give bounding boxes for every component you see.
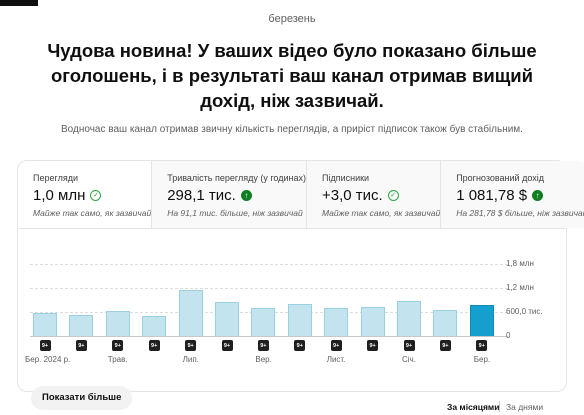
arrow-up-icon: ↑	[240, 190, 252, 201]
uploads-count-badge[interactable]: 9+	[476, 340, 488, 351]
uploads-count-badge[interactable]: 9+	[367, 340, 379, 351]
metrics-row: Перегляди 1,0 млн ✓ Майже так само, як з…	[18, 161, 584, 229]
uploads-count-badge[interactable]: 9+	[330, 340, 342, 351]
uploads-count-badge[interactable]: 9+	[185, 340, 197, 351]
x-tick-label: Лип.	[182, 355, 199, 364]
metric-note: Майже так само, як зазвичай	[33, 208, 152, 218]
uploads-count-badge[interactable]: 9+	[403, 340, 415, 351]
views-bar-chart: 1,8 млн 1,2 млн 600,0 тис. 0 9+ 9+ 9+ 9+ 9+ 9+ 9+ 9…	[18, 229, 566, 364]
period-label: березень	[268, 13, 316, 25]
uploads-count-badge[interactable]: 9+	[39, 340, 51, 351]
chart-gridline	[30, 336, 508, 337]
metric-value: 298,1 тис.	[167, 187, 236, 204]
metric-watch-time[interactable]: Тривалість перегляду (у годинах) 298,1 т…	[152, 161, 307, 228]
chart-bar[interactable]	[433, 309, 458, 336]
metric-value: 1 081,78 $	[456, 187, 528, 204]
x-tick-label: Лист.	[326, 355, 346, 364]
chart-bar[interactable]	[215, 302, 239, 336]
uploads-count-badge[interactable]: 9+	[294, 340, 306, 351]
performance-card: Перегляди 1,0 млн ✓ Майже так само, як з…	[17, 160, 584, 392]
chart-bar[interactable]	[324, 308, 349, 336]
headline: Чудова новина! У ваших відео було показа…	[47, 40, 537, 111]
uploads-count-badge[interactable]: 9+	[148, 340, 160, 351]
metric-label: Тривалість перегляду (у годинах)	[167, 173, 306, 183]
subline: Водночас ваш канал отримав звичну кількі…	[61, 124, 523, 135]
check-circle-icon: ✓	[90, 190, 102, 201]
chart-gridline	[30, 288, 508, 289]
toggle-by-months[interactable]: За місяцями	[447, 402, 500, 412]
x-tick-label: Бер.	[473, 355, 491, 364]
metric-revenue[interactable]: Прогнозований дохід 1 081,78 $ ↑ На 281,…	[441, 161, 584, 228]
chart-bar[interactable]	[287, 303, 312, 336]
chart-bar[interactable]	[397, 300, 421, 336]
toggle-by-days[interactable]: За днями	[506, 402, 544, 412]
y-tick-label: 1,2 млн	[506, 283, 534, 292]
y-tick-label: 600,0 тис.	[506, 307, 543, 316]
metric-note: На 91,1 тис. більше, ніж зазвичай	[167, 208, 303, 218]
chart-bar[interactable]	[142, 316, 167, 336]
arrow-up-icon: ↑	[532, 190, 544, 201]
uploads-count-badge[interactable]: 9+	[257, 340, 269, 351]
metric-note: Майже так само, як зазвичай	[321, 208, 441, 218]
x-tick-label: Січ.	[402, 355, 416, 364]
uploads-count-badge[interactable]: 9+	[75, 340, 87, 351]
chart-bar[interactable]	[69, 315, 94, 336]
top-corner-block	[0, 0, 38, 6]
x-tick-label: Вер.	[255, 355, 272, 364]
metric-note: На 281,78 $ більше, ніж зазвичай	[456, 208, 584, 218]
chart-bar[interactable]	[251, 308, 276, 336]
toggle-divider	[499, 401, 500, 412]
metric-label: Перегляди	[33, 173, 78, 183]
metric-value: 1,0 млн	[33, 187, 86, 204]
uploads-count-badge[interactable]: 9+	[112, 340, 124, 351]
x-tick-label: Трав.	[107, 355, 128, 364]
metric-label: Підписники	[321, 173, 370, 183]
chart-bar[interactable]	[360, 307, 385, 336]
chart-bar[interactable]	[469, 304, 494, 336]
uploads-count-badge[interactable]: 9+	[221, 340, 233, 351]
metric-views[interactable]: Перегляди 1,0 млн ✓ Майже так само, як з…	[18, 161, 153, 228]
metric-subscribers[interactable]: Підписники +3,0 тис. ✓ Майже так само, я…	[306, 161, 442, 228]
show-more-button[interactable]: Показати більше	[31, 386, 133, 410]
chart-gridline	[30, 264, 508, 265]
chart-bar[interactable]	[33, 312, 57, 336]
y-tick-label: 1,8 млн	[506, 259, 534, 268]
metric-label: Прогнозований дохід	[456, 173, 544, 183]
y-tick-label: 0	[506, 331, 511, 340]
uploads-count-badge[interactable]: 9+	[439, 340, 451, 351]
check-circle-icon: ✓	[387, 190, 399, 201]
chart-bar[interactable]	[178, 289, 203, 336]
x-tick-label: Бер. 2024 р.	[25, 355, 71, 364]
chart-bar[interactable]	[105, 310, 130, 336]
metric-value: +3,0 тис.	[321, 187, 383, 204]
